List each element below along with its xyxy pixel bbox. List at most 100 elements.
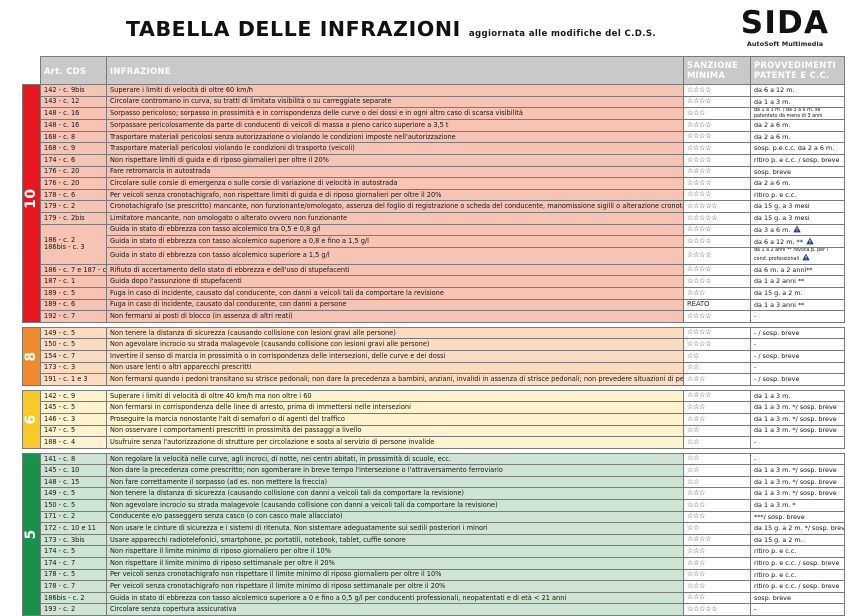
licence-measure: da 15 g. a 2 m. (750, 286, 845, 300)
title-block: TABELLA DELLE INFRAZIONI aggiornata alle… (126, 17, 656, 41)
table-row: 186 - c. 7 e 187 - c. 8Rifiuto di accert… (23, 263, 845, 277)
sanction-stars: ☆☆☆☆ (683, 235, 751, 248)
points-badge-label: 10 (23, 188, 40, 209)
table-row: 173 - c. 3 Non usare lenti o altri appare… (23, 361, 845, 375)
infraction-text: Non dare la precedenza come prescritto; … (106, 464, 684, 477)
infraction-text: Non fare correttamente il sorpasso (ad e… (106, 475, 684, 489)
sanction-stars: ☆☆ (683, 522, 751, 535)
infraction-text: Superare i limiti di velocità di oltre 6… (106, 84, 684, 97)
table-row: 173 - c. 3bis Usare apparecchi radiotelef… (23, 533, 845, 547)
article-ref-line: 186bis - c. 3 (44, 243, 85, 252)
article-ref: 178 - c. 7 (40, 580, 107, 593)
sanction-stars: ☆☆☆ (683, 286, 751, 300)
star-rating: ☆☆☆ (687, 570, 706, 579)
table-row: 145 - c. 10 Non dare la precedenza come p… (23, 464, 845, 477)
article-ref: 148 - c. 16 (40, 119, 107, 132)
licence-measure: da 6 m. a 2 anni** (750, 263, 845, 277)
star-rating: ☆☆☆ (687, 489, 706, 498)
sanction-stars: ☆☆☆☆ (683, 95, 751, 109)
table-row: 176 - c. 20 Fare retromarcia in autostrad… (23, 165, 845, 179)
article-ref: 173 - c. 3 (40, 361, 107, 375)
table-row: 186 - c. 2 186bis - c. 3 Guida in stato di… (23, 223, 845, 265)
article-ref: 186 - c. 2 186bis - c. 3 (40, 223, 107, 265)
article-ref: 148 - c. 16 (40, 107, 107, 121)
licence-measure: da 1 a 3 m. */ sosp. breve (750, 412, 845, 426)
article-ref: 146 - c. 3 (40, 412, 107, 426)
sanction-stars: ☆☆ (683, 424, 751, 438)
sanction-stars: ☆☆☆☆ (683, 533, 751, 547)
infraction-text: Limitatore mancante, non omologato o alt… (106, 211, 684, 225)
sanction-stars: ☆☆☆ (683, 487, 751, 501)
licence-measure: - (750, 310, 845, 323)
header-infraction: INFRAZIONE (106, 56, 684, 85)
licence-measure: - (750, 452, 845, 466)
star-rating: ☆☆☆ (687, 593, 706, 602)
article-ref: 142 - c. 9 (40, 389, 107, 403)
star-rating: ☆☆☆☆ (687, 178, 712, 187)
sanction-stars: ☆☆☆☆ (683, 165, 751, 179)
article-ref: 141 - c. 8 (40, 452, 107, 466)
article-ref: 150 - c. 5 (40, 338, 107, 351)
article-ref: 193 - c. 2 (40, 603, 107, 616)
infraction-text: Fuga in caso di incidente, causato dal c… (106, 298, 684, 312)
licence-measure: da 2 a 6 m. (750, 177, 845, 190)
infraction-text: Non regolare la velocità nelle curve, ag… (106, 452, 684, 466)
sanction-stars: ☆☆ (683, 349, 751, 363)
article-ref: 187 - c. 1 (40, 275, 107, 288)
sanction-stars: ☆☆☆☆ (683, 263, 751, 277)
table-body: 10 142 - c. 9bis Superare i limiti di velo… (22, 84, 845, 616)
article-ref: 171 - c. 2 (40, 510, 107, 524)
star-rating: ☆☆☆ (687, 558, 706, 567)
licence-measure: da 1 a 3 m. */ sosp. breve (750, 424, 845, 438)
article-ref: 173 - c. 3bis (40, 533, 107, 547)
infraction-text: Invertire il senso di marcia in prossimi… (106, 349, 684, 363)
infraction-text: Non rispettare il limite minimo di ripos… (106, 557, 684, 570)
infraction-text: Non agevolare incrocio su strada malagev… (106, 499, 684, 512)
article-ref: 189 - c. 5 (40, 286, 107, 300)
table-row: 187 - c. 1 Guida dopo l'assunzione di stu… (23, 275, 845, 288)
licence-measure: da 1 a 3 m. */ sosp. breve (750, 401, 845, 414)
table-row: 146 - c. 3 Proseguire la marcia nonostant… (23, 412, 845, 426)
infractions-table: Art. CDS INFRAZIONE SANZIONE MINIMA PROV… (22, 56, 845, 616)
sanction-stars: ☆☆☆☆ (683, 275, 751, 288)
sanction-stars: ☆☆☆ (683, 510, 751, 524)
document-header: TABELLA DELLE INFRAZIONI aggiornata alle… (0, 0, 857, 52)
sanction-stars: ☆☆☆☆ (683, 177, 751, 190)
sanction-stars: ☆☆☆☆ (683, 130, 751, 144)
table-row: 178 - c. 6 Per veicoli senza cronotachigr… (23, 188, 845, 202)
header-art: Art. CDS (40, 56, 107, 85)
licence-measure: da 1 a 3 m. (750, 389, 845, 403)
sanction-stars: ☆☆☆☆☆ (683, 200, 751, 213)
table-row: 8 149 - c. 5 Non tenere la distanza di sic… (22, 326, 845, 386)
star-rating: ☆☆☆☆ (687, 155, 712, 164)
star-rating: ☆☆☆☆ (687, 225, 712, 234)
infraction-text: Circolare contromano in curva, su tratti… (106, 95, 684, 109)
star-rating: ☆☆☆☆ (687, 120, 712, 129)
star-rating: ☆☆ (687, 437, 700, 446)
infraction-text: Circolare senza copertura assicurativa (106, 603, 684, 616)
star-rating: ☆☆☆☆ (687, 391, 712, 400)
infraction-text: Non rispettare limiti di guida e di ripo… (106, 154, 684, 167)
licence-measure: ritiro p. e c.c. / sosp. breve (750, 154, 845, 167)
licence-measure: da 1 a 3 m. / da 3 a 6 m. se patentato d… (750, 107, 845, 121)
article-ref: 145 - c. 5 (40, 401, 107, 414)
star-rating: ☆☆☆☆ (687, 190, 712, 199)
points-badge: 5 (22, 452, 41, 616)
points-badge: 6 (22, 389, 41, 449)
infraction-text: Non rispettare il limite minimo di ripos… (106, 545, 684, 559)
star-rating: ☆☆☆☆ (687, 265, 712, 274)
table-row: 189 - c. 5 Fuga in caso di incidente, cau… (23, 286, 845, 300)
band-separator (22, 385, 845, 391)
licence-measure: da 1 a 3 m. (750, 95, 845, 109)
star-rating: ☆☆☆☆ (687, 277, 712, 285)
infraction-text: Per veicoli senza cronotachigrafo, non r… (106, 188, 684, 202)
infraction-text: Per veicoli senza cronotachigrafo non ri… (106, 568, 684, 582)
licence-measure: ritiro p. e c.c. / sosp. breve (750, 580, 845, 593)
star-rating: ☆☆☆☆ (687, 144, 712, 153)
header-measures: PROVVEDIMENTI PATENTE E C.C. (750, 56, 845, 85)
star-rating: ☆☆☆☆ (687, 97, 712, 106)
licence-measure: da 1 a 2 anni ** revoca p. per i cond. p… (750, 246, 845, 265)
star-rating: ☆☆☆ (687, 414, 706, 423)
infraction-text: Fare retromarcia in autostrada (106, 165, 684, 179)
table-row: 189 - c. 6 Fuga in caso di incidente, cau… (23, 298, 845, 312)
